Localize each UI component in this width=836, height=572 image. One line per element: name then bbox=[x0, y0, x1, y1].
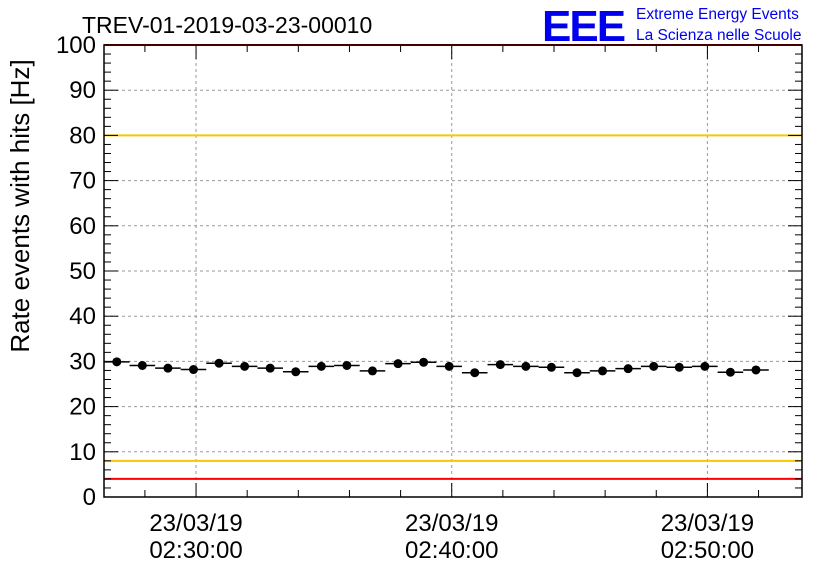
data-point bbox=[308, 361, 335, 371]
data-point bbox=[359, 366, 386, 376]
logo-line-2: La Scienza nelle Scuole bbox=[636, 27, 801, 44]
data-marker bbox=[342, 360, 352, 370]
y-tick-label: 10 bbox=[69, 439, 96, 466]
data-marker bbox=[188, 365, 198, 375]
data-marker bbox=[751, 365, 761, 375]
data-point bbox=[640, 361, 667, 371]
data-point bbox=[206, 358, 232, 368]
data-point bbox=[180, 365, 207, 375]
x-tick-time: 02:50:00 bbox=[661, 537, 754, 564]
data-marker bbox=[265, 363, 275, 373]
data-marker bbox=[163, 363, 173, 373]
threshold-lines bbox=[104, 44, 802, 480]
eee-logo-mark: EEE bbox=[542, 2, 625, 51]
data-marker bbox=[495, 360, 505, 370]
x-tick-time: 02:30:00 bbox=[149, 537, 242, 564]
data-marker bbox=[546, 362, 556, 372]
data-marker bbox=[137, 360, 147, 370]
data-marker bbox=[623, 364, 633, 374]
x-tick-date: 23/03/19 bbox=[661, 510, 754, 537]
data-marker bbox=[316, 361, 326, 371]
data-point bbox=[282, 367, 309, 377]
data-points bbox=[104, 357, 769, 378]
data-marker bbox=[214, 358, 224, 368]
y-tick-label: 20 bbox=[69, 394, 96, 421]
data-point bbox=[231, 361, 258, 371]
data-marker bbox=[291, 367, 301, 377]
y-tick-label: 40 bbox=[69, 303, 96, 330]
data-point bbox=[461, 368, 488, 378]
y-tick-label: 0 bbox=[83, 484, 96, 511]
y-axis-label: Rate events with hits [Hz] bbox=[5, 59, 35, 352]
x-tick-labels: 23/03/1902:30:0023/03/1902:40:0023/03/19… bbox=[149, 510, 754, 564]
data-point bbox=[155, 363, 181, 373]
data-marker bbox=[725, 367, 735, 377]
eee-logo: EEE Extreme Energy Events La Scienza nel… bbox=[542, 2, 801, 51]
y-tick-label: 30 bbox=[69, 348, 96, 375]
logo-line-1: Extreme Energy Events bbox=[636, 6, 799, 23]
data-marker bbox=[367, 366, 377, 376]
grid bbox=[104, 45, 802, 497]
data-marker bbox=[700, 361, 710, 371]
data-marker bbox=[521, 361, 531, 371]
data-point bbox=[487, 360, 514, 370]
data-marker bbox=[444, 361, 454, 371]
y-tick-label: 60 bbox=[69, 213, 96, 240]
data-marker bbox=[393, 359, 403, 369]
data-point bbox=[538, 362, 565, 372]
data-point bbox=[410, 357, 437, 367]
data-point bbox=[692, 361, 718, 371]
y-tick-label: 70 bbox=[69, 168, 96, 195]
data-marker bbox=[674, 362, 684, 372]
data-point bbox=[436, 361, 462, 371]
data-point bbox=[615, 364, 641, 374]
y-tick-label: 50 bbox=[69, 258, 96, 285]
data-marker bbox=[649, 361, 659, 371]
x-tick-time: 02:40:00 bbox=[405, 537, 498, 564]
data-point bbox=[743, 365, 769, 375]
data-point bbox=[666, 362, 693, 372]
data-marker bbox=[572, 368, 582, 378]
data-point bbox=[513, 361, 539, 371]
data-marker bbox=[419, 357, 429, 367]
data-marker bbox=[598, 366, 608, 376]
data-point bbox=[334, 360, 360, 370]
data-marker bbox=[240, 361, 250, 371]
y-tick-label: 100 bbox=[56, 32, 96, 59]
axes bbox=[103, 44, 803, 498]
y-tick-labels: 0 10 20 30 40 50 60 70 80 90 100 bbox=[56, 32, 96, 511]
data-point bbox=[564, 368, 590, 378]
x-tick-date: 23/03/19 bbox=[405, 510, 498, 537]
chart-title: TREV-01-2019-03-23-00010 bbox=[82, 12, 372, 38]
data-point bbox=[257, 363, 283, 373]
x-tick-date: 23/03/19 bbox=[149, 510, 242, 537]
y-tick-label: 80 bbox=[69, 122, 96, 149]
data-marker bbox=[470, 368, 480, 378]
y-tick-label: 90 bbox=[69, 77, 96, 104]
data-point bbox=[129, 360, 156, 370]
data-point bbox=[589, 366, 616, 376]
data-point bbox=[717, 367, 744, 377]
data-point bbox=[385, 359, 411, 369]
